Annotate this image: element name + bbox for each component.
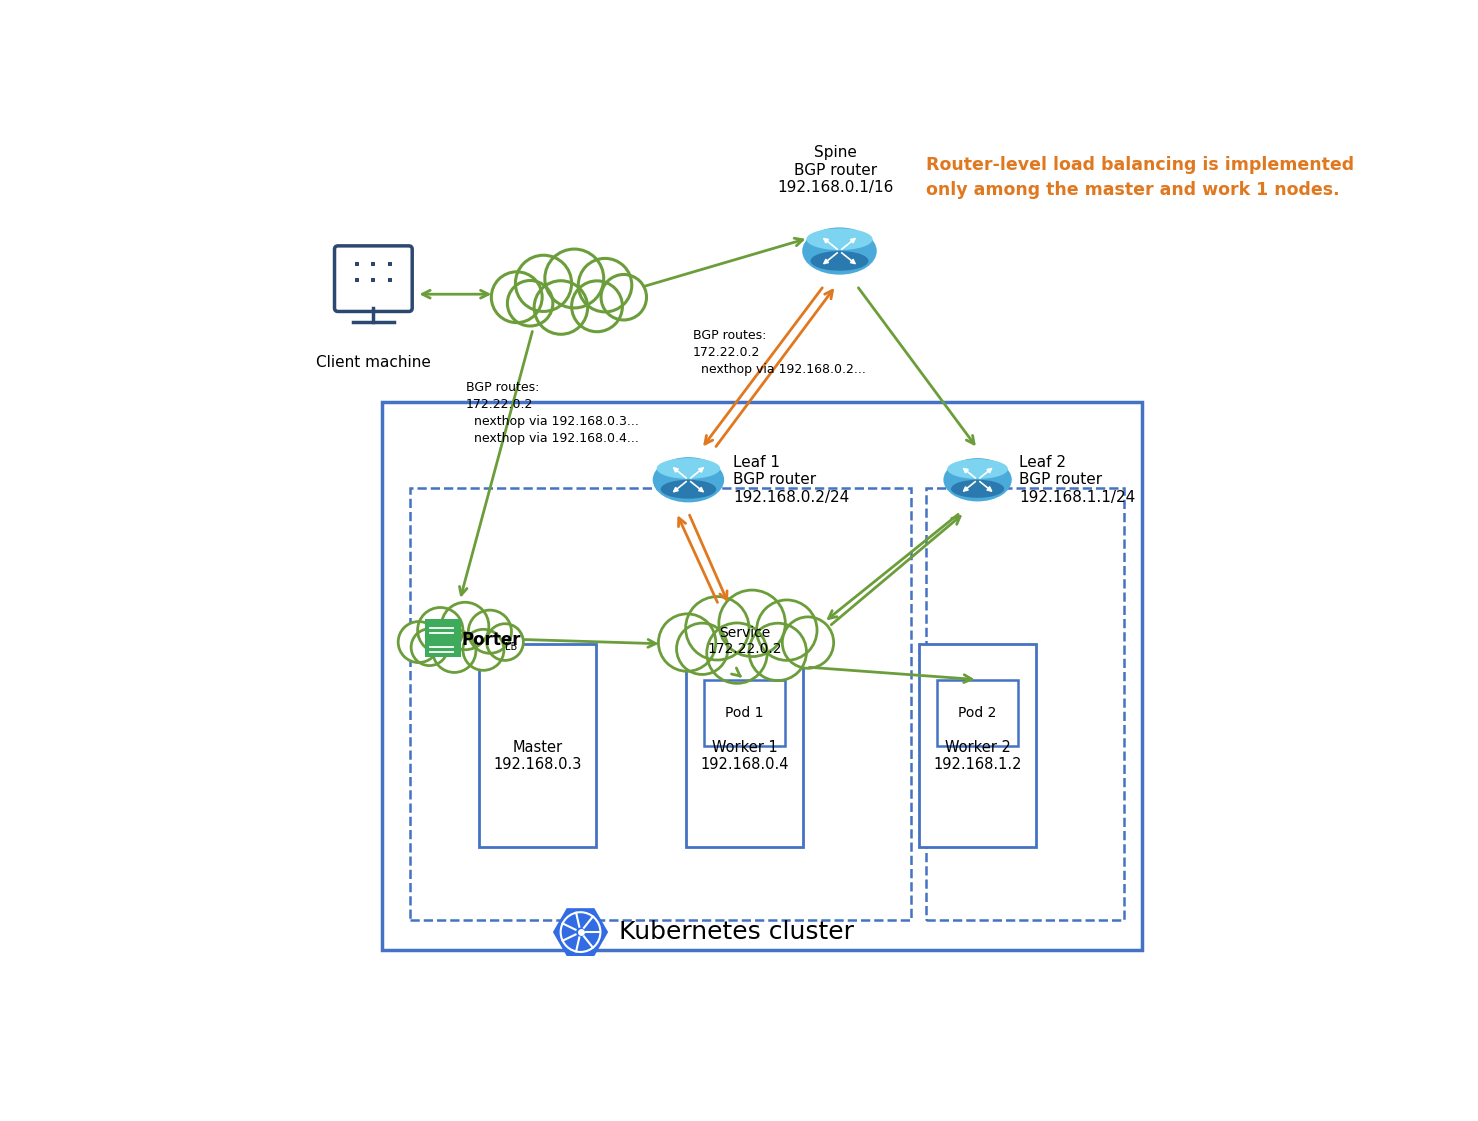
Circle shape — [658, 614, 715, 671]
Circle shape — [398, 621, 439, 663]
Circle shape — [578, 258, 631, 312]
FancyBboxPatch shape — [479, 643, 596, 846]
Text: Router-level load balancing is implemented
only among the master and work 1 node: Router-level load balancing is implement… — [925, 156, 1354, 200]
Circle shape — [418, 608, 463, 652]
Circle shape — [534, 280, 588, 334]
Text: Pod 1: Pod 1 — [726, 706, 764, 720]
Text: Worker 1
192.168.0.4: Worker 1 192.168.0.4 — [701, 740, 789, 772]
Ellipse shape — [807, 229, 872, 250]
Circle shape — [749, 623, 807, 680]
Ellipse shape — [950, 480, 1004, 498]
Text: Worker 2
192.168.1.2: Worker 2 192.168.1.2 — [933, 740, 1021, 772]
Circle shape — [545, 249, 603, 308]
Circle shape — [718, 590, 785, 657]
Circle shape — [572, 281, 622, 332]
Circle shape — [757, 600, 817, 660]
Text: Service
172.22.0.2: Service 172.22.0.2 — [708, 627, 782, 656]
FancyBboxPatch shape — [937, 679, 1018, 747]
Circle shape — [782, 617, 834, 668]
Text: Leaf 1
BGP router
192.168.0.2/24: Leaf 1 BGP router 192.168.0.2/24 — [733, 455, 850, 504]
Circle shape — [516, 256, 572, 312]
Text: Kubernetes cluster: Kubernetes cluster — [619, 920, 854, 944]
Circle shape — [463, 629, 504, 670]
Circle shape — [411, 629, 448, 666]
Ellipse shape — [653, 457, 724, 502]
Ellipse shape — [810, 251, 869, 271]
Circle shape — [469, 610, 511, 654]
Ellipse shape — [656, 458, 720, 479]
Circle shape — [706, 623, 767, 684]
Text: BGP routes:
172.22.0.2
  nexthop via 192.168.0.2...: BGP routes: 172.22.0.2 nexthop via 192.1… — [693, 328, 866, 376]
Ellipse shape — [943, 458, 1012, 501]
Text: Master
192.168.0.3: Master 192.168.0.3 — [494, 740, 581, 772]
Text: Client machine: Client machine — [316, 354, 430, 370]
Text: Porter: Porter — [461, 631, 520, 649]
FancyBboxPatch shape — [704, 679, 785, 747]
Circle shape — [677, 623, 727, 675]
Circle shape — [602, 275, 646, 319]
Text: Spine
BGP router
192.168.0.1/16: Spine BGP router 192.168.0.1/16 — [777, 145, 893, 195]
Text: LB: LB — [505, 642, 517, 652]
FancyBboxPatch shape — [381, 402, 1141, 951]
FancyBboxPatch shape — [426, 619, 461, 638]
FancyBboxPatch shape — [426, 638, 461, 657]
FancyBboxPatch shape — [334, 245, 412, 312]
Ellipse shape — [947, 458, 1008, 479]
FancyBboxPatch shape — [919, 643, 1036, 846]
Circle shape — [433, 629, 476, 673]
Text: Pod 2: Pod 2 — [958, 706, 996, 720]
Circle shape — [686, 596, 749, 660]
Text: BGP routes:
172.22.0.2
  nexthop via 192.168.0.3...
  nexthop via 192.168.0.4...: BGP routes: 172.22.0.2 nexthop via 192.1… — [466, 380, 638, 445]
Circle shape — [491, 271, 542, 323]
Circle shape — [486, 623, 523, 660]
Ellipse shape — [661, 480, 717, 499]
Circle shape — [507, 280, 553, 326]
Text: Leaf 2
BGP router
192.168.1.1/24: Leaf 2 BGP router 192.168.1.1/24 — [1018, 455, 1135, 504]
Circle shape — [442, 602, 489, 650]
FancyBboxPatch shape — [686, 643, 803, 846]
Ellipse shape — [803, 228, 876, 275]
